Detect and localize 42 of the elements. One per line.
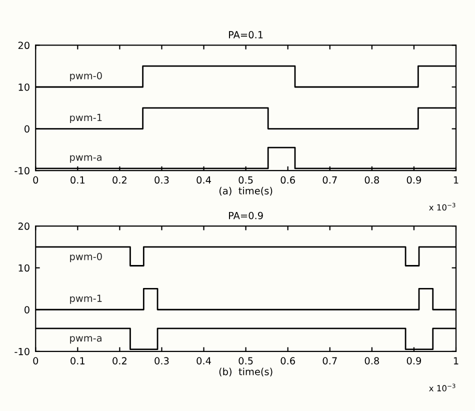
x-tick-label: 0.5 [238, 176, 253, 184]
x-tick-label: 0.4 [196, 357, 211, 364]
series-label: pwm-a [70, 155, 102, 163]
y-tick-label: -10 [14, 348, 30, 356]
x-tick-label: 0.2 [112, 176, 126, 184]
text: x 10$^{−3}$ [429, 202, 456, 211]
x-tick-label: 0 [33, 357, 38, 364]
x-axis-title: (b) time(s) [219, 368, 272, 376]
x-tick-label: 0 [33, 176, 38, 184]
x-tick-label: 0.4 [196, 176, 211, 184]
x-tick-label: 1 [454, 357, 458, 364]
x-tick-label: 0.1 [70, 357, 84, 364]
series-label: pwm-a [70, 336, 102, 344]
x-tick-label: 0.7 [322, 176, 337, 184]
chart-title: PA=0.1 [229, 31, 263, 38]
x-tick-label: 0.6 [280, 176, 295, 184]
x-tick-label: 0.2 [112, 357, 126, 364]
x-tick-label: 0.8 [364, 176, 379, 184]
y-tick-label: 0 [24, 306, 30, 314]
chart-title: PA=0.9 [229, 212, 263, 220]
y-tick-label: 20 [18, 222, 30, 230]
series-label: pwm-0 [70, 72, 102, 82]
y-tick-label: -10 [14, 167, 30, 174]
x-tick-label: 0.3 [154, 176, 169, 184]
x-tick-label: 0.8 [364, 357, 379, 364]
x-tick-label: 0.1 [70, 176, 84, 184]
y-tick-label: 0 [24, 125, 30, 133]
x-tick-label: 0.5 [238, 357, 253, 364]
x-tick-label: 0.7 [322, 357, 337, 364]
x-tick-label: 0.3 [154, 357, 169, 364]
x-tick-label: 0.9 [406, 357, 422, 364]
x-tick-label: 0.9 [406, 176, 422, 184]
series-label: pwm-1 [70, 294, 102, 304]
y-tick-label: 10 [18, 83, 30, 91]
x-axis-title: (a) time(s) [219, 186, 272, 196]
text: x 10$^{−3}$ [429, 384, 456, 392]
x-tick-label: 1 [454, 176, 458, 184]
series-label: pwm-0 [70, 252, 102, 262]
x-tick-label: 0.6 [280, 357, 295, 364]
series-label: pwm-1 [70, 114, 102, 124]
y-tick-label: 10 [18, 264, 30, 272]
y-tick-label: 20 [18, 42, 30, 50]
